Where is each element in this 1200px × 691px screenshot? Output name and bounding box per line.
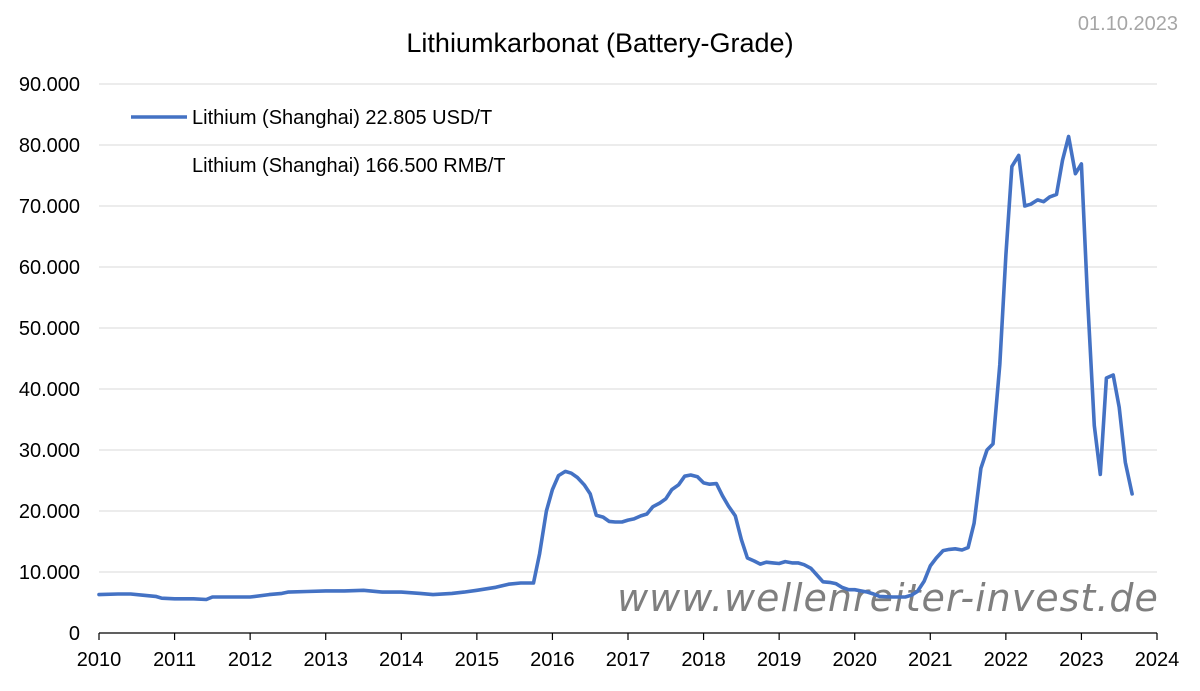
y-axis-ticks: 0 10.000 20.000 30.000 40.000 50.000 60.000 70.… — [19, 74, 80, 645]
x-tick-label: 2018 — [681, 649, 726, 671]
x-tick-label: 2015 — [455, 649, 500, 671]
legend-entry-1: Lithium (Shanghai) 166.500 RMB/T — [192, 155, 506, 177]
chart-title: Lithiumkarbonat (Battery-Grade) — [406, 28, 793, 58]
y-tick-label: 30.000 — [19, 440, 80, 462]
y-tick-label: 80.000 — [19, 135, 80, 157]
gridlines — [99, 83, 1157, 573]
x-tick-label: 2020 — [832, 649, 877, 671]
x-tick-label: 2014 — [379, 649, 424, 671]
x-tick-label: 2016 — [530, 649, 575, 671]
x-tick-label: 2011 — [153, 649, 196, 671]
y-tick-label: 40.000 — [19, 379, 80, 401]
x-tick-label: 2017 — [606, 649, 651, 671]
x-tick-label: 2013 — [303, 649, 348, 671]
series-group — [97, 134, 1134, 602]
x-tick-label: 2012 — [228, 649, 273, 671]
y-tick-label: 90.000 — [19, 74, 80, 96]
series-line-0 — [97, 134, 1134, 602]
x-tick-label: 2019 — [757, 649, 802, 671]
x-tick-label: 2024 — [1135, 649, 1180, 671]
x-tick-label: 2021 — [908, 649, 953, 671]
y-tick-label: 20.000 — [19, 501, 80, 523]
date-label: 01.10.2023 — [1078, 13, 1178, 35]
x-tick-label: 2023 — [1059, 649, 1104, 671]
y-tick-label: 10.000 — [19, 562, 80, 584]
y-tick-label: 50.000 — [19, 318, 80, 340]
y-tick-label: 60.000 — [19, 257, 80, 279]
legend-entry-0: Lithium (Shanghai) 22.805 USD/T — [192, 107, 492, 129]
y-tick-label: 70.000 — [19, 196, 80, 218]
y-tick-label: 0 — [69, 623, 80, 645]
legend: Lithium (Shanghai) 22.805 USD/T Lithium (… — [131, 107, 506, 177]
x-tick-label: 2010 — [77, 649, 122, 671]
x-axis-ticks: 2010 2011 2012 2013 2014 2015 2016 2017 2018 2019… — [77, 633, 1180, 671]
x-tick-label: 2022 — [984, 649, 1029, 671]
